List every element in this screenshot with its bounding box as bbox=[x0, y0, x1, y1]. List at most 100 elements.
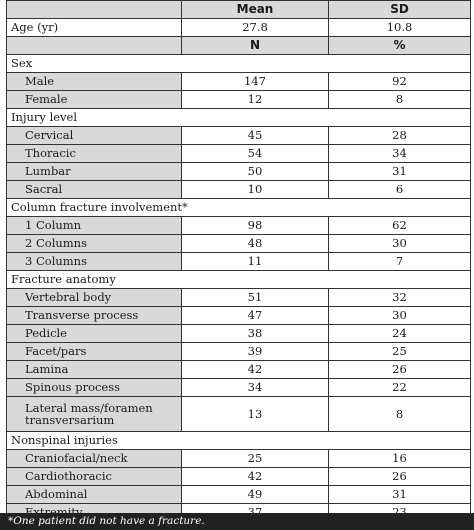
table-row: Sacral 10 6 bbox=[6, 180, 471, 199]
table-row: Abdominal 49 31 bbox=[6, 485, 471, 504]
table-row: Female 12 8 bbox=[6, 90, 471, 109]
row-pct: 30 bbox=[328, 234, 471, 253]
table-row: Spinous process 34 22 bbox=[6, 378, 471, 397]
row-n: 98 bbox=[181, 216, 329, 235]
section-row: Fracture anatomy bbox=[6, 270, 471, 289]
row-n: 54 bbox=[181, 144, 329, 163]
age-row: Age (yr) 27.8 10.8 bbox=[6, 18, 471, 37]
row-label: Male bbox=[6, 72, 182, 91]
section-row: Sex bbox=[6, 54, 471, 73]
table-row: Facet/pars 39 25 bbox=[6, 342, 471, 361]
row-label: 3 Columns bbox=[6, 252, 182, 271]
table-row: Cervical 45 28 bbox=[6, 126, 471, 145]
section-title: Fracture anatomy bbox=[6, 270, 471, 289]
row-label: 1 Column bbox=[6, 216, 182, 235]
row-pct: 31 bbox=[328, 485, 471, 504]
row-n: 147 bbox=[181, 72, 329, 91]
demographics-table: Mean SD Age (yr) 27.8 10.8 N % Sex Male 14… bbox=[6, 0, 471, 522]
table-row: Male 147 92 bbox=[6, 72, 471, 91]
header-cell-sd: SD bbox=[328, 0, 471, 19]
row-label: Craniofacial/neck bbox=[6, 449, 182, 468]
section-title: Nonspinal injuries bbox=[6, 431, 471, 450]
row-pct: 31 bbox=[328, 162, 471, 181]
age-sd: 10.8 bbox=[328, 18, 471, 37]
row-pct: 16 bbox=[328, 449, 471, 468]
table-row: Lumbar 50 31 bbox=[6, 162, 471, 181]
subheader-cell-pct: % bbox=[328, 36, 471, 55]
table-row: Transverse process 47 30 bbox=[6, 306, 471, 325]
row-label: Abdominal bbox=[6, 485, 182, 504]
header-cell-empty bbox=[6, 0, 182, 19]
row-label: Lateral mass/foramen transversarium bbox=[6, 396, 182, 432]
header-cell-mean: Mean bbox=[181, 0, 329, 19]
footnote: *One patient did not have a fracture. bbox=[0, 513, 474, 530]
row-pct: 34 bbox=[328, 144, 471, 163]
age-label: Age (yr) bbox=[6, 18, 182, 37]
row-n: 50 bbox=[181, 162, 329, 181]
table-body: Mean SD Age (yr) 27.8 10.8 N % Sex Male 14… bbox=[6, 0, 471, 522]
table-row: 1 Column 98 62 bbox=[6, 216, 471, 235]
row-label: Transverse process bbox=[6, 306, 182, 325]
row-pct: 24 bbox=[328, 324, 471, 343]
row-pct: 28 bbox=[328, 126, 471, 145]
section-title: Column fracture involvement* bbox=[6, 198, 471, 217]
row-pct: 26 bbox=[328, 467, 471, 486]
section-row: Injury level bbox=[6, 108, 471, 127]
row-label: Thoracic bbox=[6, 144, 182, 163]
subheader-cell-n: N bbox=[181, 36, 329, 55]
table-row: Lateral mass/foramen transversarium 13 8 bbox=[6, 396, 471, 432]
row-pct: 62 bbox=[328, 216, 471, 235]
row-n: 39 bbox=[181, 342, 329, 361]
row-n: 12 bbox=[181, 90, 329, 109]
row-label: Spinous process bbox=[6, 378, 182, 397]
row-pct: 92 bbox=[328, 72, 471, 91]
row-pct: 8 bbox=[328, 396, 471, 432]
row-label: Cervical bbox=[6, 126, 182, 145]
age-mean: 27.8 bbox=[181, 18, 329, 37]
table-row: Pedicle 38 24 bbox=[6, 324, 471, 343]
row-n: 42 bbox=[181, 467, 329, 486]
table-row: Craniofacial/neck 25 16 bbox=[6, 449, 471, 468]
row-label: Pedicle bbox=[6, 324, 182, 343]
subheader-cell-empty bbox=[6, 36, 182, 55]
row-n: 42 bbox=[181, 360, 329, 379]
row-n: 45 bbox=[181, 126, 329, 145]
row-n: 48 bbox=[181, 234, 329, 253]
row-pct: 7 bbox=[328, 252, 471, 271]
row-label: 2 Columns bbox=[6, 234, 182, 253]
section-row: Nonspinal injuries bbox=[6, 431, 471, 450]
table-row: Lamina 42 26 bbox=[6, 360, 471, 379]
row-label: Cardiothoracic bbox=[6, 467, 182, 486]
row-pct: 26 bbox=[328, 360, 471, 379]
row-n: 10 bbox=[181, 180, 329, 199]
row-n: 47 bbox=[181, 306, 329, 325]
row-pct: 25 bbox=[328, 342, 471, 361]
row-pct: 32 bbox=[328, 288, 471, 307]
row-pct: 30 bbox=[328, 306, 471, 325]
row-pct: 8 bbox=[328, 90, 471, 109]
row-label: Facet/pars bbox=[6, 342, 182, 361]
row-n: 25 bbox=[181, 449, 329, 468]
row-n: 49 bbox=[181, 485, 329, 504]
row-label: Sacral bbox=[6, 180, 182, 199]
row-n: 34 bbox=[181, 378, 329, 397]
table-row: Vertebral body 51 32 bbox=[6, 288, 471, 307]
row-pct: 6 bbox=[328, 180, 471, 199]
row-n: 11 bbox=[181, 252, 329, 271]
row-label: Lumbar bbox=[6, 162, 182, 181]
table-row: Thoracic 54 34 bbox=[6, 144, 471, 163]
section-row: Column fracture involvement* bbox=[6, 198, 471, 217]
row-label: Vertebral body bbox=[6, 288, 182, 307]
row-n: 38 bbox=[181, 324, 329, 343]
table-row: Cardiothoracic 42 26 bbox=[6, 467, 471, 486]
section-title: Sex bbox=[6, 54, 471, 73]
subheader-row: N % bbox=[6, 36, 471, 55]
row-pct: 22 bbox=[328, 378, 471, 397]
table-row: 3 Columns 11 7 bbox=[6, 252, 471, 271]
header-row: Mean SD bbox=[6, 0, 471, 19]
row-n: 13 bbox=[181, 396, 329, 432]
row-label: Female bbox=[6, 90, 182, 109]
section-title: Injury level bbox=[6, 108, 471, 127]
table-row: 2 Columns 48 30 bbox=[6, 234, 471, 253]
row-label: Lamina bbox=[6, 360, 182, 379]
